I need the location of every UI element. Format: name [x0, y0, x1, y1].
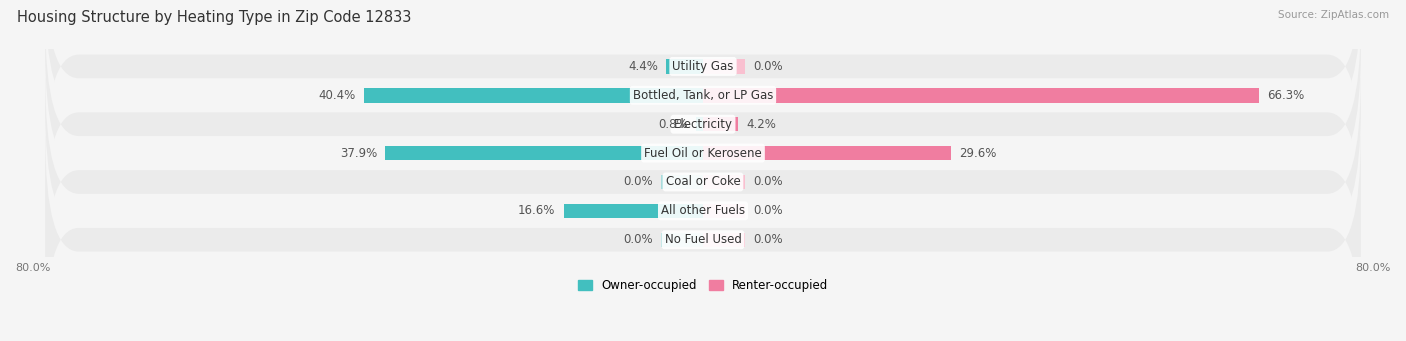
Text: 0.0%: 0.0% [754, 233, 783, 246]
Text: 0.0%: 0.0% [623, 176, 652, 189]
Bar [696, 117, 703, 131]
Text: 4.2%: 4.2% [747, 118, 776, 131]
Bar [564, 204, 703, 218]
Text: All other Fuels: All other Fuels [661, 204, 745, 217]
Bar [703, 233, 745, 247]
Text: Fuel Oil or Kerosene: Fuel Oil or Kerosene [644, 147, 762, 160]
Bar [661, 233, 703, 247]
Text: 0.8%: 0.8% [658, 118, 688, 131]
FancyBboxPatch shape [45, 20, 1361, 228]
Text: Housing Structure by Heating Type in Zip Code 12833: Housing Structure by Heating Type in Zip… [17, 10, 411, 25]
Bar [703, 146, 950, 160]
Text: 0.0%: 0.0% [754, 204, 783, 217]
FancyBboxPatch shape [45, 107, 1361, 315]
Bar [666, 59, 703, 74]
Bar [385, 146, 703, 160]
Text: Utility Gas: Utility Gas [672, 60, 734, 73]
Text: 16.6%: 16.6% [519, 204, 555, 217]
Text: 0.0%: 0.0% [623, 233, 652, 246]
Bar [703, 204, 745, 218]
Legend: Owner-occupied, Renter-occupied: Owner-occupied, Renter-occupied [572, 275, 834, 297]
Text: 0.0%: 0.0% [754, 60, 783, 73]
FancyBboxPatch shape [45, 136, 1361, 341]
Text: Bottled, Tank, or LP Gas: Bottled, Tank, or LP Gas [633, 89, 773, 102]
Text: 0.0%: 0.0% [754, 176, 783, 189]
Text: 37.9%: 37.9% [340, 147, 377, 160]
Text: Electricity: Electricity [673, 118, 733, 131]
Bar [703, 175, 745, 189]
Text: 66.3%: 66.3% [1267, 89, 1305, 102]
Text: 29.6%: 29.6% [959, 147, 997, 160]
Bar [703, 59, 745, 74]
FancyBboxPatch shape [45, 0, 1361, 199]
Bar [661, 175, 703, 189]
Text: Coal or Coke: Coal or Coke [665, 176, 741, 189]
Bar [364, 88, 703, 103]
Text: No Fuel Used: No Fuel Used [665, 233, 741, 246]
Text: Source: ZipAtlas.com: Source: ZipAtlas.com [1278, 10, 1389, 20]
FancyBboxPatch shape [45, 78, 1361, 286]
FancyBboxPatch shape [45, 49, 1361, 257]
Bar [703, 117, 738, 131]
Text: 40.4%: 40.4% [319, 89, 356, 102]
Bar [703, 88, 1258, 103]
Text: 4.4%: 4.4% [628, 60, 658, 73]
FancyBboxPatch shape [45, 0, 1361, 170]
